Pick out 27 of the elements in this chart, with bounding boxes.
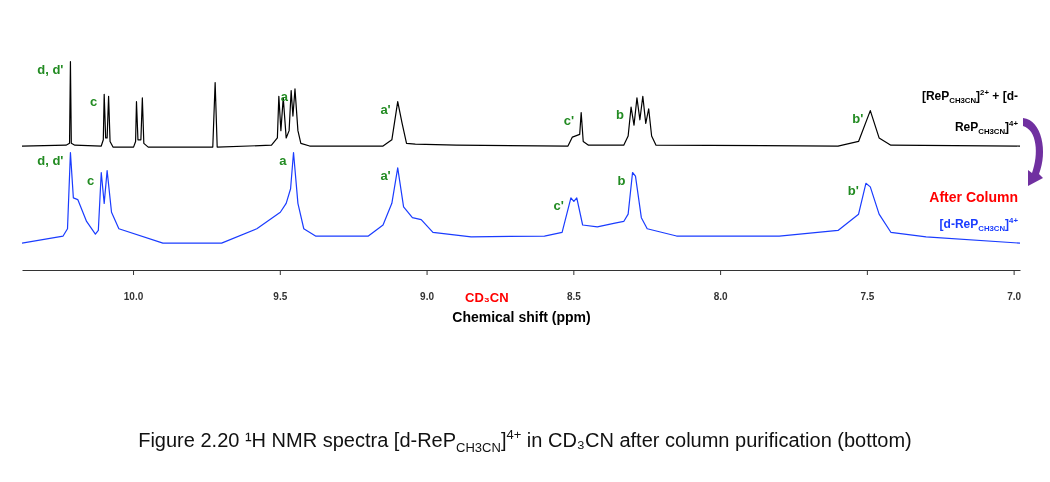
- annotation: b: [616, 107, 625, 123]
- annotation: a: [280, 88, 289, 104]
- x-tick-label: 9.5: [273, 291, 288, 302]
- annotation: d, d': [37, 61, 64, 77]
- annotation: After Column: [929, 189, 1018, 206]
- caption: Figure 2.20 ¹H NMR spectra [d-ReP$_{CH3CN}$]$^{4+}$ in CD₃CN after column purification (bottom): [137, 426, 913, 457]
- annotation: b': [847, 183, 859, 199]
- annotation: c': [563, 112, 575, 128]
- text: [ReP$_{CH3CN}$]$^{2+}$ + [d-ReP$_{CH3CN}$]$^{4+}$: [921, 88, 1018, 137]
- x-tick-label: 7.5: [860, 291, 875, 302]
- annotation: a': [380, 167, 391, 183]
- x-tick-label: 10.0: [123, 291, 144, 302]
- annotation: b: [617, 172, 626, 188]
- x-tick-label: 8.5: [566, 291, 582, 302]
- annotation: a: [279, 152, 288, 168]
- annotation: d, d': [37, 152, 64, 168]
- x-axis-title: Chemical shift (ppm): [452, 308, 591, 325]
- annotation: c': [553, 197, 564, 213]
- x-tick-label: 7.0: [1007, 291, 1022, 302]
- annotation: a': [380, 101, 391, 117]
- text: CD₃CN: [465, 290, 509, 305]
- x-tick-label: 9.0: [420, 291, 435, 302]
- annotation: c: [87, 172, 95, 188]
- annotation: b': [852, 110, 864, 126]
- series-label: [d-ReP$_{CH3CN}$]$^{4+}$: [938, 214, 1018, 236]
- x-tick-label: 8.0: [713, 291, 728, 302]
- annotation: c: [89, 94, 98, 110]
